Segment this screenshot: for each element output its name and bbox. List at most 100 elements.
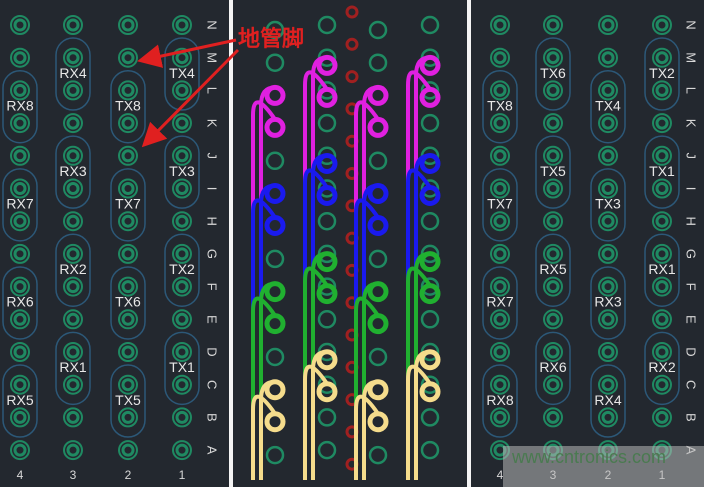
pad <box>543 178 563 199</box>
trace <box>303 266 329 480</box>
pad <box>172 309 192 330</box>
pad <box>172 15 192 35</box>
trace-group <box>251 54 441 480</box>
pin-pair-label: RX8 <box>6 97 33 113</box>
trace-pad <box>316 153 338 174</box>
trace-pad <box>264 215 286 236</box>
pad <box>652 407 672 428</box>
trace-pad <box>264 183 286 204</box>
pad <box>420 211 440 231</box>
pad <box>10 374 30 395</box>
pad <box>490 145 510 166</box>
watermark-box <box>503 446 704 487</box>
pad <box>368 347 388 367</box>
pad <box>598 211 618 232</box>
pad <box>63 211 83 232</box>
trace <box>406 168 432 480</box>
pin-pair-outline <box>55 37 91 111</box>
trace-group <box>251 153 441 480</box>
trace <box>251 100 277 480</box>
pad <box>317 81 337 100</box>
pin-pair-label: RX6 <box>6 294 33 310</box>
pin-pair-label: RX5 <box>539 261 566 277</box>
pin-pair-label: TX2 <box>649 65 675 81</box>
left_panel-board <box>0 0 229 487</box>
pad <box>172 374 192 395</box>
pad <box>490 113 510 134</box>
pad <box>63 374 83 395</box>
trace-pad <box>367 116 389 138</box>
pad <box>265 249 285 269</box>
trace-pad <box>316 251 338 273</box>
pad <box>490 374 510 395</box>
row-letter: A <box>205 446 220 455</box>
pad <box>490 407 510 428</box>
pin-pair-label: TX8 <box>487 97 513 113</box>
row-letter: L <box>205 87 220 94</box>
pad <box>490 276 510 297</box>
pin-pair-label: RX8 <box>486 392 513 408</box>
pin-pair-outline <box>535 233 571 307</box>
row-letter: E <box>205 315 220 324</box>
via <box>345 70 359 84</box>
trace-pad <box>367 84 389 106</box>
pin-pair-outline <box>55 331 91 406</box>
pin-pair-outline <box>482 364 518 438</box>
pad <box>10 243 30 264</box>
pin-pair-outline <box>590 168 626 242</box>
row-letter: L <box>684 87 699 94</box>
row-letter: F <box>205 283 220 291</box>
pad <box>317 113 337 133</box>
trace <box>406 266 432 480</box>
pad <box>118 211 138 232</box>
pad <box>10 178 30 199</box>
row-letter: C <box>205 380 220 389</box>
row-letter: B <box>205 413 220 422</box>
pad <box>118 342 138 362</box>
pad <box>10 440 30 461</box>
pin-pair-outline <box>482 266 518 340</box>
trace-pad <box>419 86 441 108</box>
pin-pair-outline <box>110 168 146 242</box>
trace-pad <box>367 215 389 236</box>
pin-pair-outline <box>482 168 518 242</box>
pad <box>490 178 510 199</box>
pad <box>543 47 563 68</box>
trace <box>354 198 380 480</box>
trace <box>406 364 432 480</box>
pad <box>543 309 563 330</box>
pad <box>63 178 83 199</box>
pad <box>490 15 510 35</box>
column-number: 2 <box>125 468 132 482</box>
pad <box>490 342 510 362</box>
arrow <box>141 48 240 148</box>
trace-pad <box>419 153 441 174</box>
pin-pair-label: RX2 <box>648 359 675 375</box>
pad <box>172 276 192 297</box>
trace-pad <box>367 183 389 204</box>
trace <box>303 364 329 480</box>
trace-pad <box>419 283 441 305</box>
pad <box>63 15 83 35</box>
row-letter: H <box>205 217 220 226</box>
pad <box>598 145 618 166</box>
pad <box>543 15 563 35</box>
pad <box>598 47 618 68</box>
pin-pair-label: TX5 <box>115 392 141 408</box>
pad <box>172 407 192 428</box>
row-letter: C <box>684 380 699 389</box>
pin-pair-outline <box>164 331 200 406</box>
pad <box>172 178 192 199</box>
pin-pair-outline <box>644 135 680 209</box>
via <box>345 37 359 51</box>
pin-pair-outline <box>644 37 680 111</box>
pin-pair-label: RX1 <box>648 261 675 277</box>
pad <box>420 113 440 133</box>
trace-pad <box>367 411 389 433</box>
pad <box>420 81 440 100</box>
pad <box>543 243 563 264</box>
pin-pair-outline <box>644 331 680 406</box>
trace <box>303 70 329 480</box>
pad <box>63 113 83 134</box>
annotation: 地管脚 <box>137 26 304 148</box>
